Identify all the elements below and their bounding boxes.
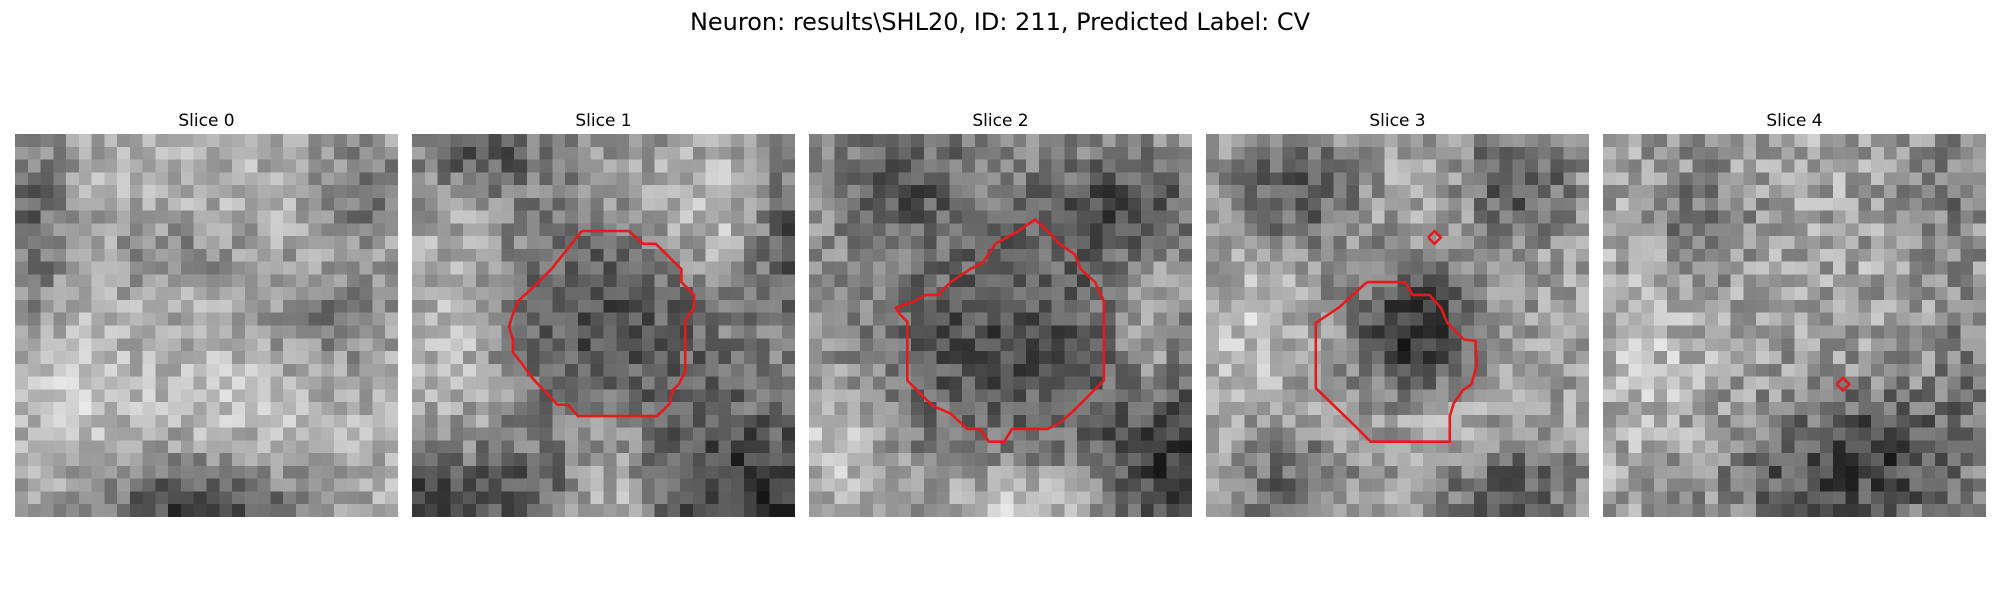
roi-overlay-1 bbox=[507, 229, 696, 418]
roi-overlay-2 bbox=[894, 218, 1106, 444]
roi-contour-line bbox=[894, 218, 1106, 444]
slice-image-1 bbox=[412, 134, 795, 517]
slice-image-4 bbox=[1603, 134, 1986, 517]
slice-panel-1: Slice 1 bbox=[412, 108, 795, 517]
slice-title-3: Slice 3 bbox=[1369, 111, 1426, 131]
slice-title-4: Slice 4 bbox=[1766, 111, 1823, 131]
roi-contour-line bbox=[1427, 229, 1443, 246]
slice-panel-0: Slice 0 bbox=[15, 108, 398, 517]
slice-image-2 bbox=[809, 134, 1192, 517]
slice-panel-4: Slice 4 bbox=[1603, 108, 1986, 517]
slice-image-3 bbox=[1206, 134, 1589, 517]
roi-overlay-0 bbox=[15, 134, 398, 517]
slice-title-0: Slice 0 bbox=[178, 111, 235, 131]
slice-panel-2: Slice 2 bbox=[809, 108, 1192, 517]
slice-title-2: Slice 2 bbox=[972, 111, 1029, 131]
roi-overlay-3 bbox=[1314, 229, 1479, 444]
roi-overlay-4 bbox=[1835, 376, 1851, 392]
slice-panel-3: Slice 3 bbox=[1206, 108, 1589, 517]
roi-contour-line bbox=[1835, 376, 1851, 392]
slice-title-1: Slice 1 bbox=[575, 111, 632, 131]
roi-contour-line bbox=[1314, 280, 1479, 444]
figure-title: Neuron: results\SHL20, ID: 211, Predicte… bbox=[689, 8, 1311, 36]
slice-image-0 bbox=[15, 134, 398, 517]
roi-contour-line bbox=[507, 229, 696, 418]
